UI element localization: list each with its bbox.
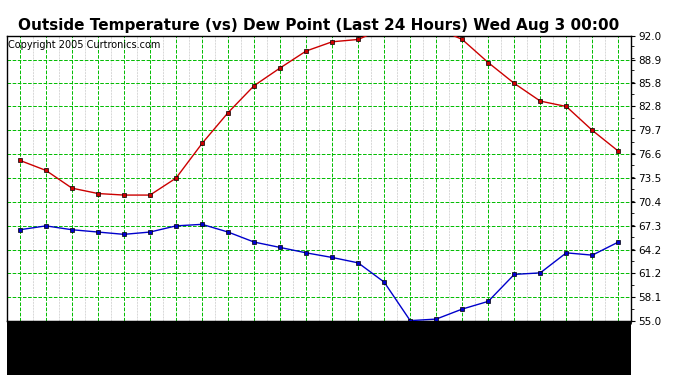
Title: Outside Temperature (vs) Dew Point (Last 24 Hours) Wed Aug 3 00:00: Outside Temperature (vs) Dew Point (Last… [19, 18, 620, 33]
Text: Copyright 2005 Curtronics.com: Copyright 2005 Curtronics.com [8, 40, 161, 50]
